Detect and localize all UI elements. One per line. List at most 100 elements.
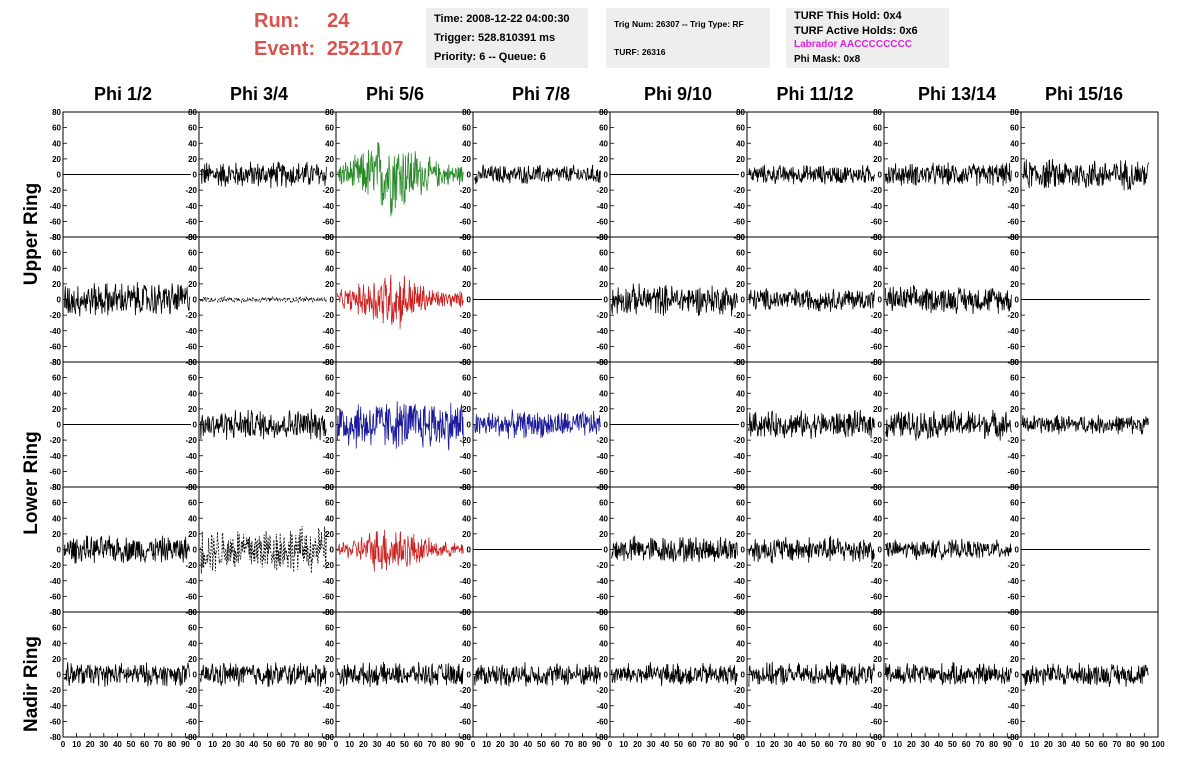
y-tick-label: 0 — [57, 171, 62, 180]
x-tick-label: 40 — [660, 740, 669, 749]
waveform-trace — [64, 535, 190, 564]
y-tick-label: 20 — [188, 530, 197, 539]
waveform-trace — [885, 538, 1012, 561]
y-tick-label: -60 — [49, 592, 61, 601]
y-tick-label: -40 — [733, 202, 745, 211]
x-tick-label: 40 — [797, 740, 806, 749]
turf-active-holds-text: TURF Active Holds: 0x6 — [794, 24, 918, 37]
x-tick-label: 0 — [1019, 740, 1024, 749]
y-tick-label: 20 — [325, 155, 334, 164]
x-tick-label: 20 — [496, 740, 505, 749]
y-tick-label: 40 — [873, 139, 882, 148]
x-tick-label: 50 — [537, 740, 546, 749]
y-tick-label: 80 — [1010, 608, 1019, 617]
y-tick-label: 40 — [736, 139, 745, 148]
y-tick-label: 60 — [599, 624, 608, 633]
x-tick-label: 70 — [701, 740, 710, 749]
y-tick-label: -80 — [49, 608, 61, 617]
x-tick-label: 80 — [578, 740, 587, 749]
y-tick-label: 80 — [325, 108, 334, 117]
y-tick-label: 20 — [736, 655, 745, 664]
y-tick-label: 20 — [736, 530, 745, 539]
y-tick-label: 40 — [873, 264, 882, 273]
y-tick-label: 20 — [873, 280, 882, 289]
y-tick-label: 20 — [873, 405, 882, 414]
waveform-trace — [748, 661, 875, 688]
y-tick-label: 60 — [188, 374, 197, 383]
y-tick-label: 0 — [330, 546, 335, 555]
y-tick-label: -60 — [459, 592, 471, 601]
y-tick-label: -20 — [322, 561, 334, 570]
phi-label-1-2: Phi 1/2 — [93, 84, 153, 104]
y-tick-label: -40 — [870, 702, 882, 711]
y-tick-label: -60 — [1007, 342, 1019, 351]
y-tick-label: 0 — [878, 671, 883, 680]
y-tick-label: 0 — [330, 171, 335, 180]
phi-label-15-16: Phi 15/16 — [1044, 84, 1124, 104]
x-tick-label: 50 — [263, 740, 272, 749]
y-tick-label: -20 — [1007, 186, 1019, 195]
y-tick-label: 40 — [462, 389, 471, 398]
run-event-header: Run: 24 Event: 2521107 — [248, 8, 418, 68]
y-tick-label: 0 — [604, 546, 609, 555]
y-tick-label: 40 — [873, 389, 882, 398]
x-tick-label: 80 — [167, 740, 176, 749]
y-tick-label: 40 — [599, 639, 608, 648]
y-tick-label: 80 — [188, 108, 197, 117]
y-tick-label: 40 — [736, 514, 745, 523]
y-tick-label: 0 — [193, 296, 198, 305]
y-tick-label: 60 — [1010, 124, 1019, 133]
y-tick-label: 0 — [330, 421, 335, 430]
y-tick-label: 60 — [736, 249, 745, 258]
x-tick-label: 20 — [222, 740, 231, 749]
y-tick-label: 20 — [462, 655, 471, 664]
y-tick-label: -40 — [870, 452, 882, 461]
y-tick-label: 60 — [873, 499, 882, 508]
y-tick-label: 80 — [599, 608, 608, 617]
y-tick-label: 40 — [1010, 639, 1019, 648]
y-tick-label: 20 — [52, 155, 61, 164]
waveform-trace — [748, 164, 875, 185]
y-tick-label: -20 — [185, 561, 197, 570]
y-tick-label: 0 — [878, 546, 883, 555]
phi-mask-text: Phi Mask: 0x8 — [794, 53, 861, 65]
y-tick-label: 60 — [599, 124, 608, 133]
x-tick-label: 10 — [893, 740, 902, 749]
x-tick-label: 40 — [523, 740, 532, 749]
y-tick-label: 20 — [188, 655, 197, 664]
waveform-trace — [885, 162, 1012, 187]
y-tick-label: 80 — [52, 358, 61, 367]
y-tick-label: -40 — [596, 327, 608, 336]
y-tick-label: 40 — [188, 514, 197, 523]
y-tick-label: 80 — [873, 483, 882, 492]
x-tick-label: 20 — [770, 740, 779, 749]
y-tick-label: -20 — [596, 311, 608, 320]
y-tick-label: 80 — [325, 233, 334, 242]
y-tick-label: 0 — [1015, 296, 1020, 305]
y-tick-label: 80 — [462, 233, 471, 242]
y-tick-label: 40 — [188, 639, 197, 648]
x-tick-label: 30 — [99, 740, 108, 749]
y-tick-label: -40 — [596, 452, 608, 461]
turf-hold-text: TURF This Hold: 0x4 — [794, 10, 902, 22]
y-tick-label: -20 — [49, 686, 61, 695]
x-tick-label: 80 — [715, 740, 724, 749]
y-tick-label: -80 — [459, 733, 471, 742]
y-tick-label: -40 — [185, 577, 197, 586]
y-tick-label: 60 — [736, 624, 745, 633]
y-tick-label: 80 — [325, 358, 334, 367]
y-tick-label: 60 — [462, 499, 471, 508]
phi-label-3-4: Phi 3/4 — [229, 84, 289, 104]
y-tick-label: -60 — [596, 217, 608, 226]
y-tick-label: 80 — [462, 608, 471, 617]
y-tick-label: 60 — [1010, 624, 1019, 633]
y-tick-label: 0 — [193, 421, 198, 430]
y-tick-label: -40 — [1007, 702, 1019, 711]
y-tick-label: -40 — [733, 327, 745, 336]
y-tick-label: 0 — [741, 171, 746, 180]
y-tick-label: 80 — [736, 108, 745, 117]
y-tick-label: 40 — [52, 514, 61, 523]
y-tick-label: -40 — [1007, 452, 1019, 461]
y-tick-label: 20 — [873, 155, 882, 164]
y-tick-label: 80 — [873, 108, 882, 117]
